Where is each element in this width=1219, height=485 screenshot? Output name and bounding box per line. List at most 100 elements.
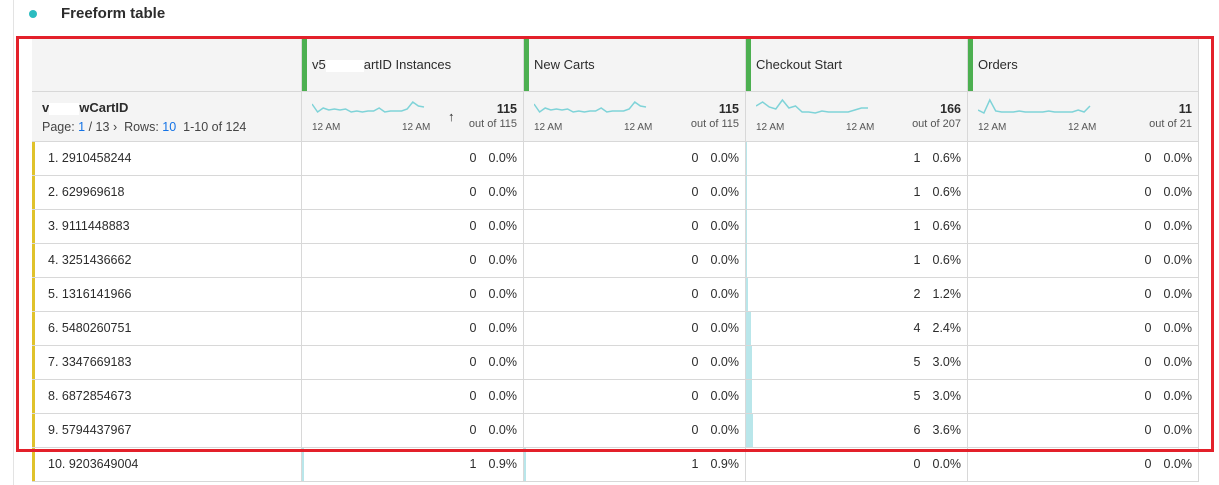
- table-row[interactable]: 4. 3251436662 0 0.0% 0 0.0% 1 0.6% 0 0.0%: [32, 244, 1199, 278]
- metric-cell: 0 0.0%: [524, 346, 746, 379]
- row-dimension-value[interactable]: 3. 9111448883: [32, 210, 302, 243]
- dimension-name[interactable]: v wCartID: [42, 100, 129, 115]
- axis-label: 12 AM: [402, 122, 431, 133]
- metric-total: 11 out of 21: [1149, 102, 1192, 130]
- row-dimension-value[interactable]: 5. 1316141966: [32, 278, 302, 311]
- percent-bar: [746, 414, 754, 447]
- percent-bar: [746, 380, 752, 413]
- metric-total: 115 out of 115: [690, 102, 739, 130]
- metric-cell: 0 0.0%: [302, 278, 524, 311]
- metric-cell: 0 0.0%: [302, 312, 524, 345]
- metric-cell: 0 0.0%: [302, 380, 524, 413]
- panel-status-dot: [29, 10, 37, 18]
- percent-bar: [746, 278, 749, 311]
- metric-cell: 1 0.9%: [302, 448, 524, 481]
- metric-cell: 1 0.6%: [746, 176, 968, 209]
- metric-cell: 0 0.0%: [968, 142, 1199, 175]
- metric-cell: 0 0.0%: [968, 346, 1199, 379]
- metric-header-instances[interactable]: v5 artID Instances: [302, 38, 524, 91]
- axis-label: 12 AM: [846, 122, 875, 133]
- metric-summary: 12 AM 12 AM 11 out of 21: [968, 92, 1199, 141]
- metric-cell: 2 1.2%: [746, 278, 968, 311]
- sparkline: [534, 100, 647, 114]
- metric-cell: 0 0.0%: [302, 414, 524, 447]
- dimension-header: [32, 38, 302, 91]
- table-row[interactable]: 8. 6872854673 0 0.0% 0 0.0% 5 3.0% 0 0.0%: [32, 380, 1199, 414]
- arrow-up-icon[interactable]: ↑: [448, 109, 455, 124]
- sparkline: [978, 98, 1091, 115]
- table-row[interactable]: 5. 1316141966 0 0.0% 0 0.0% 2 1.2% 0 0.0%: [32, 278, 1199, 312]
- summary-row: v wCartID Page: 1 / 13 › Rows: 10 1-10 of…: [32, 92, 1199, 142]
- axis-label: 12 AM: [624, 122, 653, 133]
- metric-cell: 0 0.0%: [524, 312, 746, 345]
- table-row[interactable]: 7. 3347669183 0 0.0% 0 0.0% 5 3.0% 0 0.0%: [32, 346, 1199, 380]
- metric-header-orders[interactable]: Orders: [968, 38, 1199, 91]
- table-row[interactable]: 6. 5480260751 0 0.0% 0 0.0% 4 2.4% 0 0.0%: [32, 312, 1199, 346]
- metric-cell: 0 0.0%: [746, 448, 968, 481]
- metric-summary: 12 AM 12 AM 115 out of 115: [524, 92, 746, 141]
- next-page-chevron-icon[interactable]: ›: [112, 120, 118, 134]
- metric-cell: 0 0.0%: [302, 142, 524, 175]
- axis-label: 12 AM: [756, 122, 785, 133]
- rows-select[interactable]: 10: [162, 120, 177, 134]
- metric-cell: 0 0.0%: [968, 448, 1199, 481]
- percent-bar: [746, 244, 748, 277]
- metric-cell: 0 0.0%: [524, 380, 746, 413]
- percent-bar: [302, 448, 304, 481]
- row-dimension-value[interactable]: 6. 5480260751: [32, 312, 302, 345]
- row-dimension-value[interactable]: 2. 629969618: [32, 176, 302, 209]
- row-dimension-value[interactable]: 7. 3347669183: [32, 346, 302, 379]
- metric-cell: 0 0.0%: [968, 380, 1199, 413]
- page-input[interactable]: 1: [78, 120, 86, 134]
- table-row[interactable]: 1. 2910458244 0 0.0% 0 0.0% 1 0.6% 0 0.0%: [32, 142, 1199, 176]
- percent-bar: [746, 312, 751, 345]
- metric-total: 166 out of 207: [912, 102, 961, 130]
- row-dimension-value[interactable]: 8. 6872854673: [32, 380, 302, 413]
- header-row: v5 artID Instances New Carts Checkout Sta…: [32, 38, 1199, 92]
- dimension-summary: v wCartID Page: 1 / 13 › Rows: 10 1-10 of…: [32, 92, 302, 141]
- freeform-table: v5 artID Instances New Carts Checkout Sta…: [32, 38, 1199, 482]
- metric-summary: 12 AM 12 AM ↑ 115 out of 115: [302, 92, 524, 141]
- metric-cell: 1 0.6%: [746, 244, 968, 277]
- redaction: [49, 102, 80, 115]
- metric-cell: 6 3.6%: [746, 414, 968, 447]
- metric-cell: 0 0.0%: [524, 414, 746, 447]
- table-row[interactable]: 9. 5794437967 0 0.0% 0 0.0% 6 3.6% 0 0.0%: [32, 414, 1199, 448]
- table-row[interactable]: 3. 9111448883 0 0.0% 0 0.0% 1 0.6% 0 0.0%: [32, 210, 1199, 244]
- panel-divider: [13, 0, 14, 485]
- percent-bar: [746, 142, 748, 175]
- metric-cell: 0 0.0%: [524, 210, 746, 243]
- table-row[interactable]: 10. 9203649004 1 0.9% 1 0.9% 0 0.0% 0 0.0%: [32, 448, 1199, 482]
- metric-cell: 0 0.0%: [524, 244, 746, 277]
- metric-cell: 0 0.0%: [302, 346, 524, 379]
- metric-cell: 1 0.6%: [746, 210, 968, 243]
- axis-label: 12 AM: [312, 122, 341, 133]
- metric-cell: 4 2.4%: [746, 312, 968, 345]
- pagination: Page: 1 / 13 › Rows: 10 1-10 of 124: [42, 120, 247, 134]
- sparkline: [756, 98, 868, 114]
- sparkline: [312, 100, 425, 114]
- metric-cell: 0 0.0%: [524, 142, 746, 175]
- metric-cell: 0 0.0%: [968, 278, 1199, 311]
- metric-cell: 0 0.0%: [968, 312, 1199, 345]
- metric-cell: 0 0.0%: [968, 414, 1199, 447]
- row-dimension-value[interactable]: 4. 3251436662: [32, 244, 302, 277]
- percent-bar: [524, 448, 526, 481]
- axis-label: 12 AM: [978, 122, 1007, 133]
- metric-summary: 12 AM 12 AM 166 out of 207: [746, 92, 968, 141]
- metric-cell: 5 3.0%: [746, 346, 968, 379]
- metric-cell: 5 3.0%: [746, 380, 968, 413]
- metric-header-new-carts[interactable]: New Carts: [524, 38, 746, 91]
- metric-cell: 1 0.9%: [524, 448, 746, 481]
- metric-header-checkout-start[interactable]: Checkout Start: [746, 38, 968, 91]
- percent-bar: [746, 210, 748, 243]
- metric-cell: 0 0.0%: [524, 176, 746, 209]
- row-dimension-value[interactable]: 10. 9203649004: [32, 448, 302, 481]
- row-dimension-value[interactable]: 9. 5794437967: [32, 414, 302, 447]
- metric-cell: 1 0.6%: [746, 142, 968, 175]
- percent-bar: [746, 176, 748, 209]
- table-row[interactable]: 2. 629969618 0 0.0% 0 0.0% 1 0.6% 0 0.0%: [32, 176, 1199, 210]
- metric-cell: 0 0.0%: [968, 176, 1199, 209]
- row-dimension-value[interactable]: 1. 2910458244: [32, 142, 302, 175]
- metric-cell: 0 0.0%: [302, 210, 524, 243]
